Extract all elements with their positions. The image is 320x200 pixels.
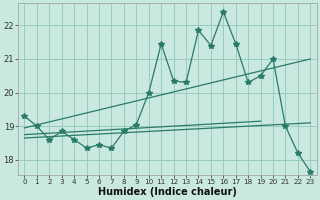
X-axis label: Humidex (Indice chaleur): Humidex (Indice chaleur) [98, 187, 237, 197]
